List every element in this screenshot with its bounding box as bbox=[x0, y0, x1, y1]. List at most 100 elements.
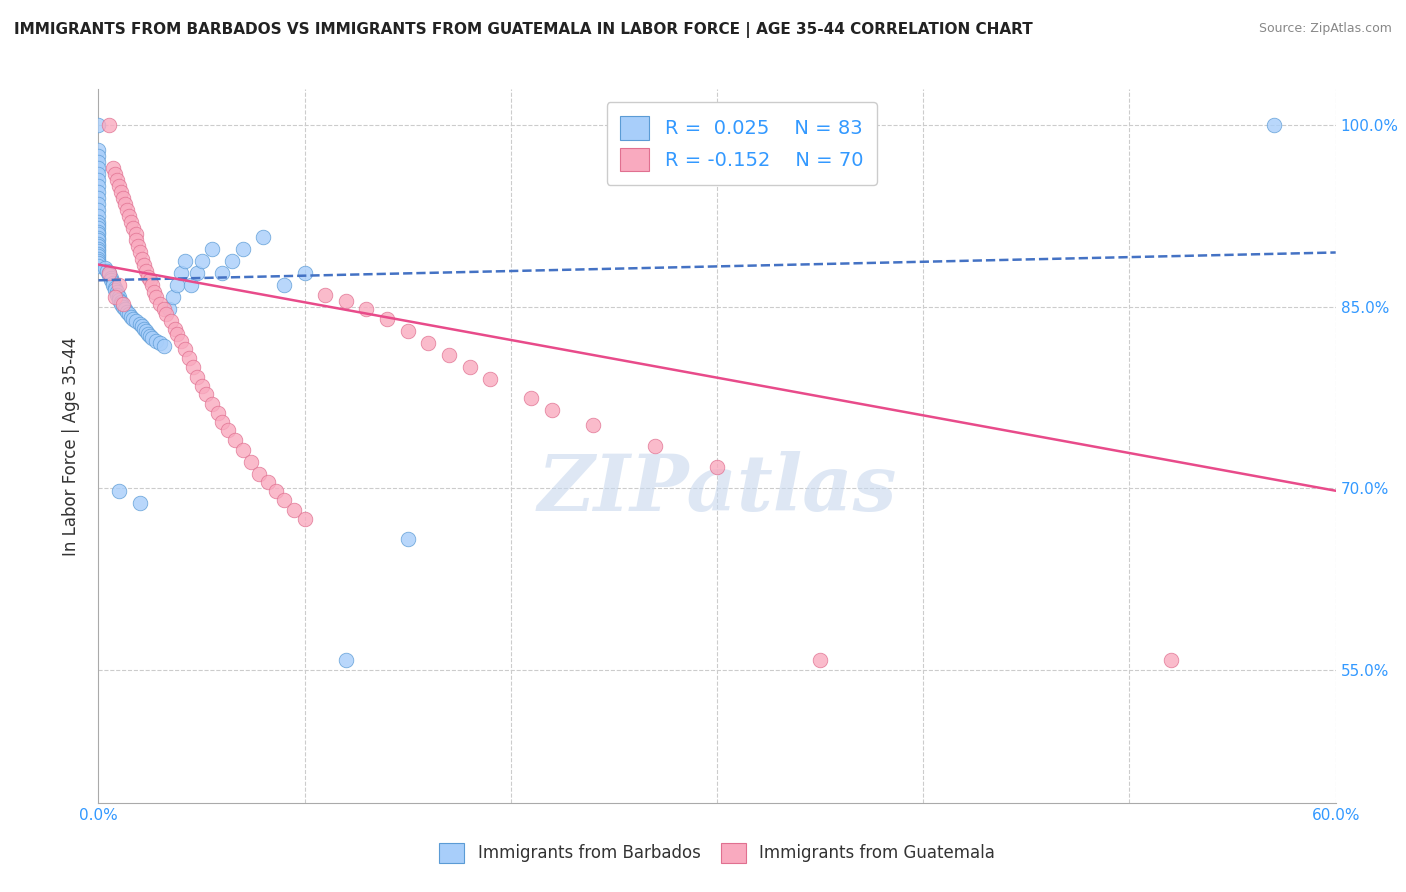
Point bbox=[105, 288, 128, 302]
Point bbox=[145, 334, 167, 348]
Point bbox=[375, 312, 398, 326]
Point bbox=[131, 319, 153, 334]
Text: Source: ZipAtlas.com: Source: ZipAtlas.com bbox=[1258, 22, 1392, 36]
Point bbox=[117, 304, 139, 318]
Point bbox=[139, 329, 162, 343]
Point bbox=[118, 209, 141, 223]
Point bbox=[136, 326, 159, 341]
Point bbox=[105, 285, 128, 300]
Point bbox=[101, 276, 124, 290]
Point bbox=[87, 246, 110, 260]
Point bbox=[190, 378, 212, 392]
Point bbox=[273, 278, 295, 293]
Point bbox=[87, 231, 110, 245]
Point bbox=[396, 324, 419, 338]
Point bbox=[162, 290, 184, 304]
Point bbox=[194, 387, 217, 401]
Point bbox=[108, 178, 131, 193]
Point bbox=[87, 233, 110, 247]
Point bbox=[155, 307, 177, 321]
Point bbox=[224, 433, 246, 447]
Point bbox=[128, 245, 150, 260]
Point bbox=[141, 331, 163, 345]
Point bbox=[1263, 119, 1285, 133]
Point bbox=[87, 254, 110, 268]
Point bbox=[120, 215, 142, 229]
Point bbox=[110, 295, 132, 310]
Point bbox=[221, 254, 243, 268]
Point bbox=[136, 269, 159, 284]
Point bbox=[186, 370, 208, 384]
Point bbox=[163, 321, 186, 335]
Point bbox=[105, 173, 128, 187]
Point bbox=[87, 143, 110, 157]
Point bbox=[87, 249, 110, 263]
Point bbox=[87, 252, 110, 266]
Point bbox=[232, 442, 254, 457]
Point bbox=[118, 307, 141, 321]
Point bbox=[240, 455, 263, 469]
Point bbox=[87, 167, 110, 181]
Point bbox=[159, 314, 181, 328]
Point bbox=[294, 266, 316, 280]
Point bbox=[108, 293, 131, 307]
Point bbox=[396, 532, 419, 546]
Point bbox=[108, 483, 131, 498]
Point bbox=[87, 185, 110, 199]
Legend: Immigrants from Barbados, Immigrants from Guatemala: Immigrants from Barbados, Immigrants fro… bbox=[429, 832, 1005, 873]
Point bbox=[87, 225, 110, 239]
Point bbox=[174, 343, 197, 357]
Point bbox=[87, 237, 110, 252]
Point bbox=[139, 273, 162, 287]
Point bbox=[1160, 653, 1182, 667]
Point bbox=[149, 336, 172, 351]
Point bbox=[101, 278, 124, 293]
Point bbox=[127, 239, 149, 253]
Point bbox=[437, 348, 460, 362]
Point bbox=[120, 310, 142, 324]
Point bbox=[479, 372, 502, 386]
Point bbox=[87, 209, 110, 223]
Point bbox=[314, 288, 336, 302]
Point bbox=[100, 273, 122, 287]
Point bbox=[114, 302, 136, 317]
Text: IMMIGRANTS FROM BARBADOS VS IMMIGRANTS FROM GUATEMALA IN LABOR FORCE | AGE 35-44: IMMIGRANTS FROM BARBADOS VS IMMIGRANTS F… bbox=[14, 22, 1033, 38]
Point bbox=[232, 242, 254, 256]
Text: ZIPatlas: ZIPatlas bbox=[537, 450, 897, 527]
Point bbox=[174, 254, 197, 268]
Point bbox=[283, 503, 305, 517]
Point bbox=[264, 483, 287, 498]
Point bbox=[179, 351, 201, 365]
Point bbox=[87, 239, 110, 253]
Point bbox=[87, 154, 110, 169]
Point bbox=[87, 203, 110, 218]
Point bbox=[104, 290, 127, 304]
Y-axis label: In Labor Force | Age 35-44: In Labor Force | Age 35-44 bbox=[62, 336, 80, 556]
Point bbox=[186, 266, 208, 280]
Point bbox=[87, 191, 110, 205]
Point bbox=[101, 161, 124, 175]
Point bbox=[87, 256, 110, 270]
Point bbox=[170, 334, 193, 348]
Point bbox=[335, 293, 357, 308]
Point bbox=[110, 185, 132, 199]
Point bbox=[132, 258, 155, 272]
Point bbox=[87, 218, 110, 232]
Point bbox=[122, 221, 145, 235]
Point bbox=[87, 161, 110, 175]
Point bbox=[166, 326, 188, 341]
Point bbox=[108, 278, 131, 293]
Point bbox=[808, 653, 831, 667]
Point bbox=[104, 280, 127, 294]
Point bbox=[201, 242, 224, 256]
Point bbox=[108, 290, 131, 304]
Point bbox=[180, 278, 202, 293]
Point bbox=[153, 338, 176, 352]
Point bbox=[122, 312, 145, 326]
Point bbox=[256, 475, 278, 490]
Point bbox=[190, 254, 212, 268]
Point bbox=[87, 244, 110, 259]
Point bbox=[124, 227, 146, 242]
Point bbox=[153, 302, 176, 317]
Point bbox=[97, 119, 120, 133]
